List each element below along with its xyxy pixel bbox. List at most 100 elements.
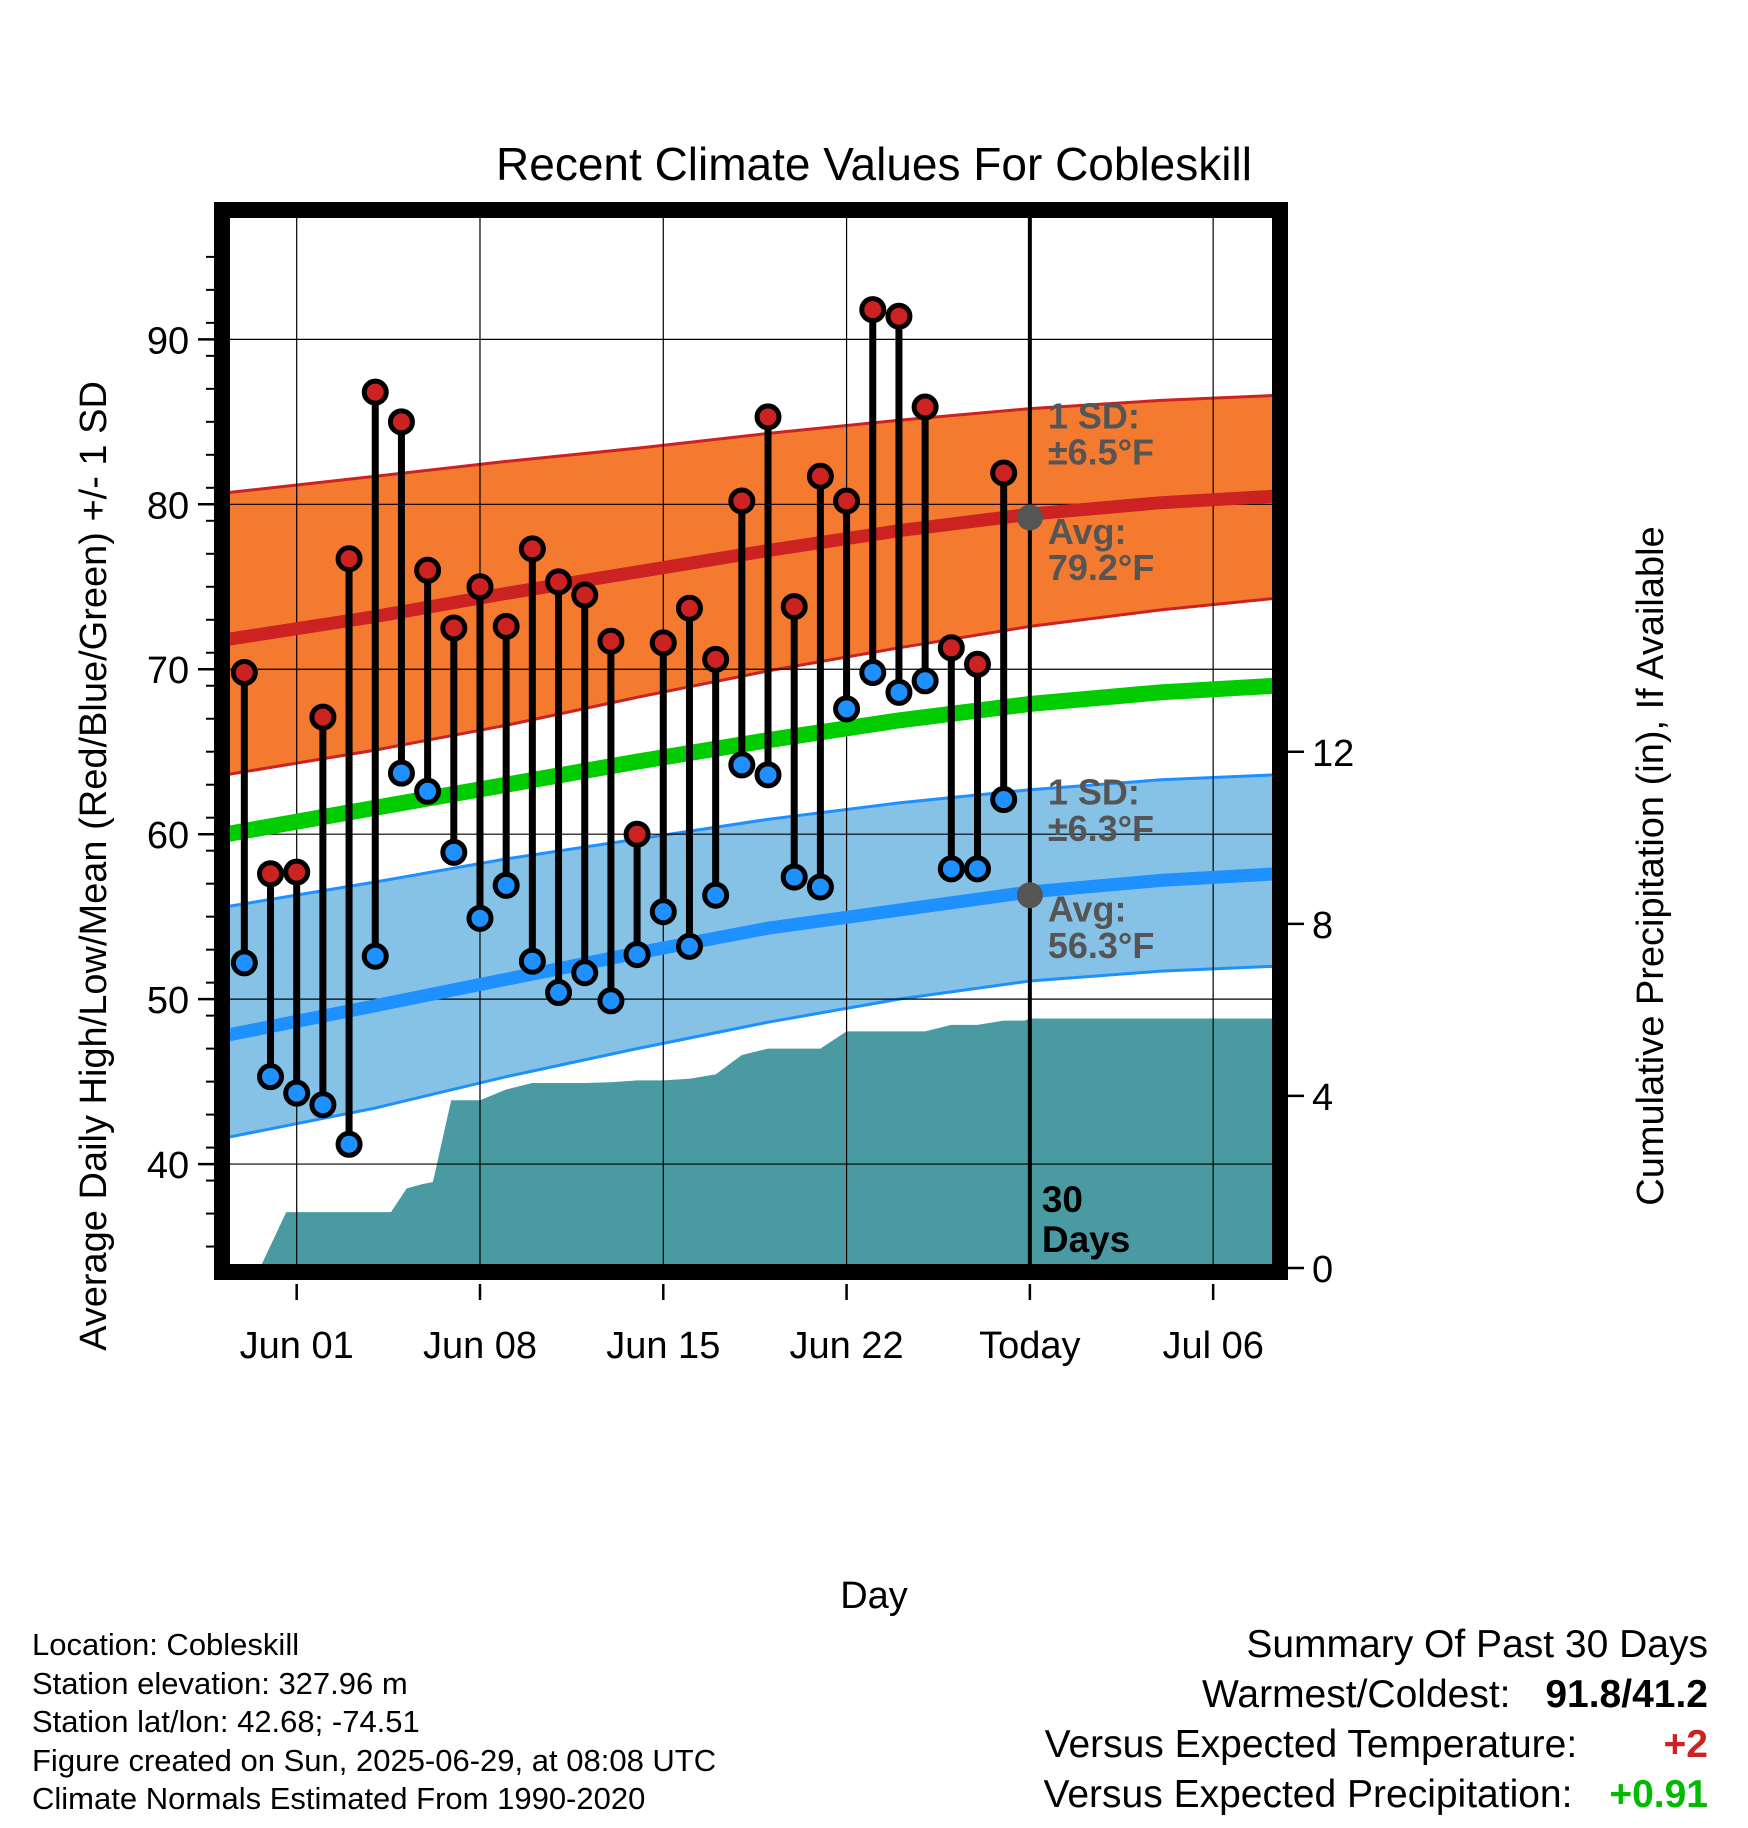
daily-low-point <box>859 659 887 687</box>
daily-low-point <box>230 949 258 977</box>
y-right-tick-label: 0 <box>1312 1249 1333 1291</box>
days-count: 30 <box>1042 1179 1083 1220</box>
daily-low-point <box>623 941 651 969</box>
daily-high-point <box>990 459 1018 487</box>
daily-high-point <box>911 393 939 421</box>
daily-low-point <box>309 1091 337 1119</box>
high-avg-value: 79.2°F <box>1048 547 1154 588</box>
station-location: Location: Cobleskill <box>32 1627 300 1662</box>
daily-low-point <box>545 979 573 1007</box>
daily-high-point <box>833 487 861 515</box>
y-axis-title: Average Daily High/Low/Mean (Red/Blue/Gr… <box>73 381 115 1351</box>
daily-high-point <box>728 487 756 515</box>
daily-high-point <box>440 614 468 642</box>
y-right-tick-label: 8 <box>1312 905 1333 947</box>
high-sd-band <box>226 395 1276 775</box>
daily-low-point <box>283 1079 311 1107</box>
daily-high-point <box>414 556 442 584</box>
daily-low-point <box>885 678 913 706</box>
daily-high-point <box>283 858 311 886</box>
x-tick-label: Jun 15 <box>606 1325 720 1367</box>
daily-high-point <box>545 568 573 596</box>
daily-high-point <box>623 820 651 848</box>
x-tick-label: Jun 08 <box>423 1325 537 1367</box>
x-tick-label: Today <box>979 1325 1080 1367</box>
summary-title: Summary Of Past 30 Days <box>1246 1623 1708 1666</box>
coldest-value: 41.2 <box>1632 1673 1708 1716</box>
y-axis-right-title: Cumulative Precipitation (in), If Availa… <box>1630 526 1672 1205</box>
warm-cold-separator: / <box>1621 1673 1633 1716</box>
low-avg-label: Avg: <box>1048 889 1127 930</box>
daily-low-point <box>492 871 520 899</box>
x-tick-label: Jul 06 <box>1162 1325 1263 1367</box>
climate-normals-note: Climate Normals Estimated From 1990-2020 <box>32 1781 646 1816</box>
daily-low-point <box>518 947 546 975</box>
warm-cold-label: Warmest/Coldest: <box>1202 1673 1511 1716</box>
station-latlon: Station lat/lon: 42.68; -74.51 <box>32 1704 420 1739</box>
low-sd-value: ±6.3°F <box>1048 808 1154 849</box>
daily-low-point <box>833 695 861 723</box>
daily-high-point <box>937 634 965 662</box>
daily-low-point <box>963 855 991 883</box>
summary-panel: Summary Of Past 30 Days Warmest/Coldest:… <box>1044 1620 1709 1820</box>
daily-low-point <box>754 761 782 789</box>
chart-title: Recent Climate Values For Cobleskill <box>496 138 1252 190</box>
daily-low-point <box>728 751 756 779</box>
temp-vs-expected-label: Versus Expected Temperature: <box>1044 1723 1578 1766</box>
y-right-tick-label: 4 <box>1312 1077 1333 1119</box>
station-elevation: Station elevation: 327.96 m <box>32 1665 408 1701</box>
y-tick-label: 40 <box>147 1145 189 1187</box>
figure-created: Figure created on Sun, 2025-06-29, at 08… <box>32 1742 717 1778</box>
x-tick-label: Jun 22 <box>790 1325 904 1367</box>
warmest-value: 91.8 <box>1545 1673 1622 1716</box>
daily-high-point <box>649 629 677 657</box>
daily-high-point <box>518 535 546 563</box>
y-tick-label: 90 <box>147 320 189 362</box>
days-label: Days <box>1042 1219 1130 1260</box>
daily-low-point <box>702 881 730 909</box>
daily-high-point <box>492 612 520 640</box>
today-high-avg-dot <box>1016 504 1043 531</box>
daily-high-point <box>885 302 913 330</box>
daily-high-point <box>859 296 887 324</box>
low-avg-value: 56.3°F <box>1048 925 1154 966</box>
daily-low-point <box>806 873 834 901</box>
daily-high-point <box>963 650 991 678</box>
high-sd-value: ±6.5°F <box>1048 432 1154 473</box>
low-sd-band <box>226 774 1276 1138</box>
summary-precip-row: Versus Expected Precipitation: +0.91 <box>1044 1770 1709 1820</box>
station-info: Location: Cobleskill Station elevation: … <box>32 1626 716 1819</box>
y-tick-label: 70 <box>147 650 189 692</box>
daily-high-point <box>335 545 363 573</box>
low-sd-upper-line <box>226 773 1276 909</box>
daily-low-point <box>466 904 494 932</box>
daily-high-point <box>597 627 625 655</box>
daily-high-point <box>702 645 730 673</box>
daily-low-point <box>335 1130 363 1158</box>
high-avg-label: Avg: <box>1048 511 1127 552</box>
daily-low-point <box>414 777 442 805</box>
low-sd-lower-line <box>226 964 1276 1140</box>
high-sd-label: 1 SD: <box>1048 395 1140 436</box>
summary-temp-row: Versus Expected Temperature: +2 <box>1044 1720 1708 1770</box>
summary-warm-cold-row: Warmest/Coldest: 91.8/41.2 <box>1044 1670 1708 1720</box>
daily-low-point <box>675 932 703 960</box>
today-low-avg-dot <box>1016 882 1043 909</box>
daily-low-point <box>440 838 468 866</box>
daily-high-point <box>361 378 389 406</box>
precip-vs-expected-value: +0.91 <box>1609 1773 1708 1816</box>
daily-high-point <box>466 573 494 601</box>
daily-low-point <box>649 898 677 926</box>
daily-high-point <box>309 703 337 731</box>
daily-low-point <box>937 855 965 883</box>
plot-frame <box>214 202 1288 1280</box>
precip-vs-expected-label: Versus Expected Precipitation: <box>1043 1773 1573 1816</box>
daily-low-point <box>597 987 625 1015</box>
daily-high-point <box>230 659 258 687</box>
daily-high-point <box>675 594 703 622</box>
y-tick-label: 60 <box>147 815 189 857</box>
precip-area <box>226 1018 1276 1268</box>
daily-high-point <box>780 593 808 621</box>
y-tick-label: 50 <box>147 980 189 1022</box>
